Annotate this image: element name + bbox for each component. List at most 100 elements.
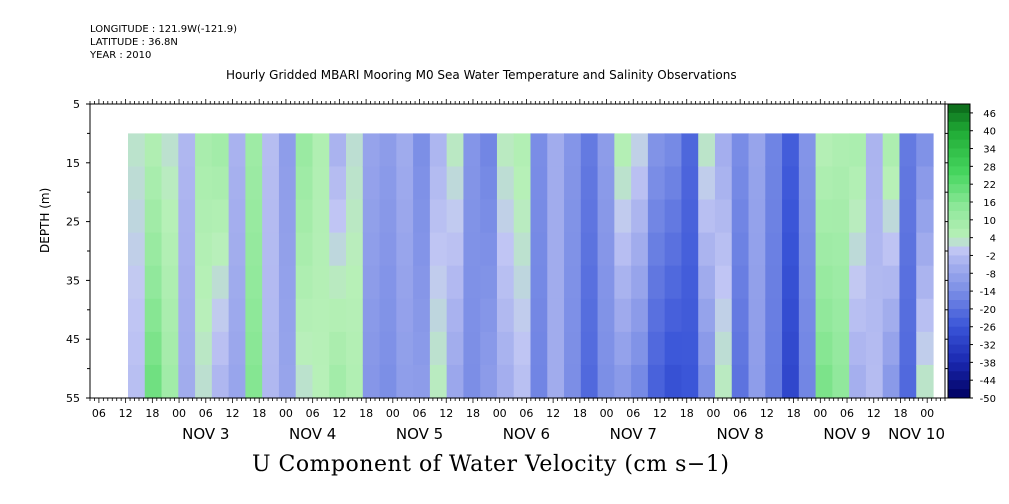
longitude-label: LONGITUDE : 121.9W(-121.9) <box>90 24 237 35</box>
heatmap-cell <box>228 232 246 267</box>
heatmap-cell <box>228 331 246 366</box>
heatmap-cell <box>731 199 750 234</box>
heatmap-cell <box>815 298 833 333</box>
heatmap-cell <box>899 364 917 399</box>
colorbar-label: 16 <box>983 198 996 209</box>
colorbar-label: -20 <box>980 305 996 316</box>
heatmap-cell <box>547 364 565 399</box>
heatmap-cell <box>547 199 565 234</box>
heatmap-cell <box>765 199 783 234</box>
heatmap-cell <box>664 133 683 168</box>
heatmap-cell <box>161 199 179 234</box>
heatmap-cell <box>429 232 448 267</box>
x-hour-label: 12 <box>226 407 240 420</box>
heatmap-cell <box>882 232 901 267</box>
heatmap-field <box>128 133 934 399</box>
heatmap-cell <box>278 298 297 333</box>
heatmap-cell <box>429 265 448 300</box>
colorbar-swatch <box>948 300 970 310</box>
heatmap-cell <box>496 298 515 333</box>
colorbar-swatch <box>948 308 970 319</box>
heatmap-cell <box>144 199 163 234</box>
heatmap-cell <box>346 265 364 300</box>
heatmap-cell <box>530 265 548 300</box>
heatmap-cell <box>899 298 917 333</box>
heatmap-cell <box>262 298 280 333</box>
heatmap-cell <box>530 166 548 201</box>
heatmap-cell <box>899 199 917 234</box>
heatmap-cell <box>446 364 465 399</box>
heatmap-cell <box>329 331 347 366</box>
heatmap-cell <box>362 331 381 366</box>
x-day-label: NOV 4 <box>289 425 336 443</box>
x-hour-label: 06 <box>626 407 640 420</box>
heatmap-cell <box>631 166 649 201</box>
colorbar-label: -44 <box>980 376 996 387</box>
heatmap-cell <box>681 166 699 201</box>
heatmap-cell <box>882 166 901 201</box>
heatmap-cell <box>144 166 163 201</box>
heatmap-cell <box>211 199 230 234</box>
heatmap-cell <box>849 331 867 366</box>
heatmap-cell <box>597 166 615 201</box>
x-hour-label: 00 <box>920 407 934 420</box>
heatmap-cell <box>765 232 783 267</box>
colorbar-swatch <box>948 228 970 239</box>
heatmap-cell <box>748 265 766 300</box>
heatmap-cell <box>765 331 783 366</box>
heatmap-cell <box>463 199 481 234</box>
heatmap-cell <box>144 265 163 300</box>
heatmap-cell <box>782 166 800 201</box>
heatmap-cell <box>362 166 381 201</box>
heatmap-cell <box>195 133 213 168</box>
heatmap-cell <box>547 331 565 366</box>
heatmap-cell <box>329 133 347 168</box>
heatmap-cell <box>530 331 548 366</box>
heatmap-cell <box>731 232 750 267</box>
heatmap-cell <box>647 298 666 333</box>
heatmap-cell <box>463 364 481 399</box>
heatmap-cell <box>832 199 850 234</box>
heatmap-cell <box>278 232 297 267</box>
heatmap-cell <box>379 199 397 234</box>
heatmap-cell <box>631 265 649 300</box>
x-day-label: NOV 9 <box>823 425 870 443</box>
x-hour-label: 18 <box>252 407 266 420</box>
heatmap-cell <box>463 298 481 333</box>
heatmap-cell <box>396 331 414 366</box>
heatmap-cell <box>312 199 330 234</box>
heatmap-cell <box>580 298 599 333</box>
heatmap-cell <box>765 364 783 399</box>
heatmap-cell <box>329 298 347 333</box>
heatmap-cell <box>496 199 515 234</box>
heatmap-cell <box>463 133 481 168</box>
heatmap-cell <box>245 199 263 234</box>
x-day-label: NOV 3 <box>182 425 229 443</box>
heatmap-cell <box>362 232 381 267</box>
heatmap-cell <box>480 265 498 300</box>
heatmap-cell <box>748 331 766 366</box>
heatmap-cell <box>211 166 230 201</box>
latitude-label: LATITUDE : 36.8N <box>90 37 178 48</box>
heatmap-cell <box>832 364 850 399</box>
heatmap-cell <box>748 232 766 267</box>
heatmap-cell <box>513 364 532 399</box>
heatmap-cell <box>664 265 683 300</box>
heatmap-cell <box>865 133 884 168</box>
heatmap-cell <box>228 265 246 300</box>
colorbar-swatch <box>948 389 970 399</box>
heatmap-cell <box>832 166 850 201</box>
heatmap-cell <box>178 166 196 201</box>
heatmap-cell <box>681 265 699 300</box>
colorbar-label: -26 <box>980 323 996 334</box>
heatmap-cell <box>580 133 599 168</box>
heatmap-cell <box>195 364 213 399</box>
heatmap-cell <box>647 331 666 366</box>
heatmap-cell <box>614 331 632 366</box>
heatmap-cell <box>564 166 582 201</box>
heatmap-cell <box>513 232 532 267</box>
heatmap-cell <box>815 199 833 234</box>
colorbar-swatch <box>948 193 970 203</box>
heatmap-cell <box>899 232 917 267</box>
